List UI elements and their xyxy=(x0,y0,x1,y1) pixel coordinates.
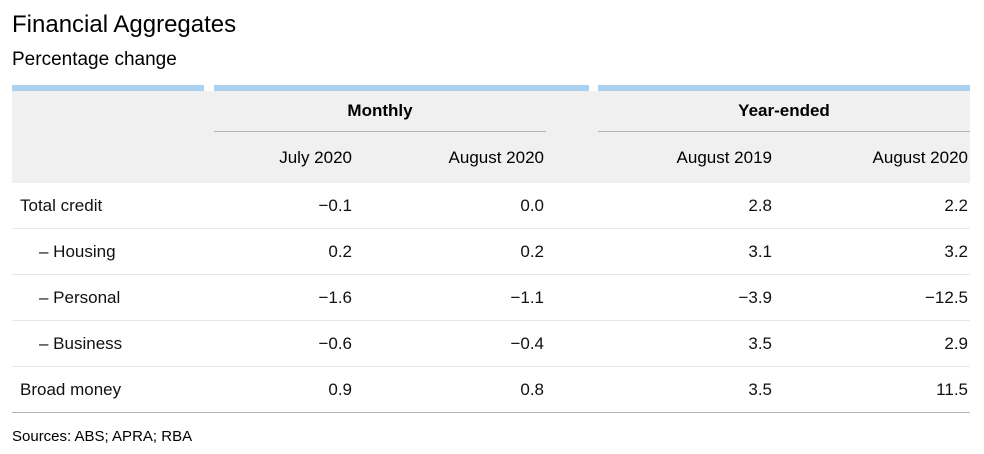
cell-value: 2.9 xyxy=(774,321,970,367)
group-header-year-ended-label: Year-ended xyxy=(738,101,830,120)
financial-aggregates-table: Monthly Year-ended July 2020 August 2020… xyxy=(12,85,970,413)
column-header-august-2019: August 2019 xyxy=(598,132,774,183)
cell-value: 3.5 xyxy=(598,367,774,413)
cell-value: −1.1 xyxy=(354,275,546,321)
cell-value: −0.1 xyxy=(214,183,354,229)
row-label: Total credit xyxy=(12,183,214,229)
cell-value: 0.2 xyxy=(214,229,354,275)
cell-value: 0.8 xyxy=(354,367,546,413)
cell-value: −12.5 xyxy=(774,275,970,321)
sources-note: Sources: ABS; APRA; RBA xyxy=(12,428,193,445)
cell-value: 0.9 xyxy=(214,367,354,413)
cell-value: 11.5 xyxy=(774,367,970,413)
header-group-spacer xyxy=(546,91,598,132)
cell-spacer xyxy=(546,367,598,413)
cell-value: 2.8 xyxy=(598,183,774,229)
row-label: – Housing xyxy=(12,229,214,275)
cell-value: −1.6 xyxy=(214,275,354,321)
cell-value: 2.2 xyxy=(774,183,970,229)
cell-value: 3.5 xyxy=(598,321,774,367)
group-header-monthly-label: Monthly xyxy=(347,101,413,120)
cell-value: −3.9 xyxy=(598,275,774,321)
cell-value: −0.6 xyxy=(214,321,354,367)
header-stub xyxy=(12,91,214,132)
cell-value: 0.0 xyxy=(354,183,546,229)
row-label: – Business xyxy=(12,321,214,367)
cell-value: 3.2 xyxy=(774,229,970,275)
cell-value: −0.4 xyxy=(354,321,546,367)
row-label: Broad money xyxy=(12,367,214,413)
column-header-spacer xyxy=(546,132,598,183)
column-header-august-2020-ye: August 2020 xyxy=(774,132,970,183)
cell-spacer xyxy=(546,275,598,321)
accent-bar-label-column xyxy=(12,85,204,91)
group-header-year-ended: Year-ended xyxy=(598,91,970,132)
cell-spacer xyxy=(546,321,598,367)
page-subtitle: Percentage change xyxy=(12,49,177,70)
column-header-august-2020-m: August 2020 xyxy=(354,132,546,183)
row-label: – Personal xyxy=(12,275,214,321)
group-header-monthly: Monthly xyxy=(214,91,546,132)
cell-value: 0.2 xyxy=(354,229,546,275)
column-header-stub xyxy=(12,132,214,183)
cell-spacer xyxy=(546,229,598,275)
cell-value: 3.1 xyxy=(598,229,774,275)
page-title: Financial Aggregates xyxy=(12,11,237,38)
column-header-july-2020: July 2020 xyxy=(214,132,354,183)
accent-bar-monthly xyxy=(214,85,589,91)
accent-bar-year-ended xyxy=(598,85,970,91)
cell-spacer xyxy=(546,183,598,229)
